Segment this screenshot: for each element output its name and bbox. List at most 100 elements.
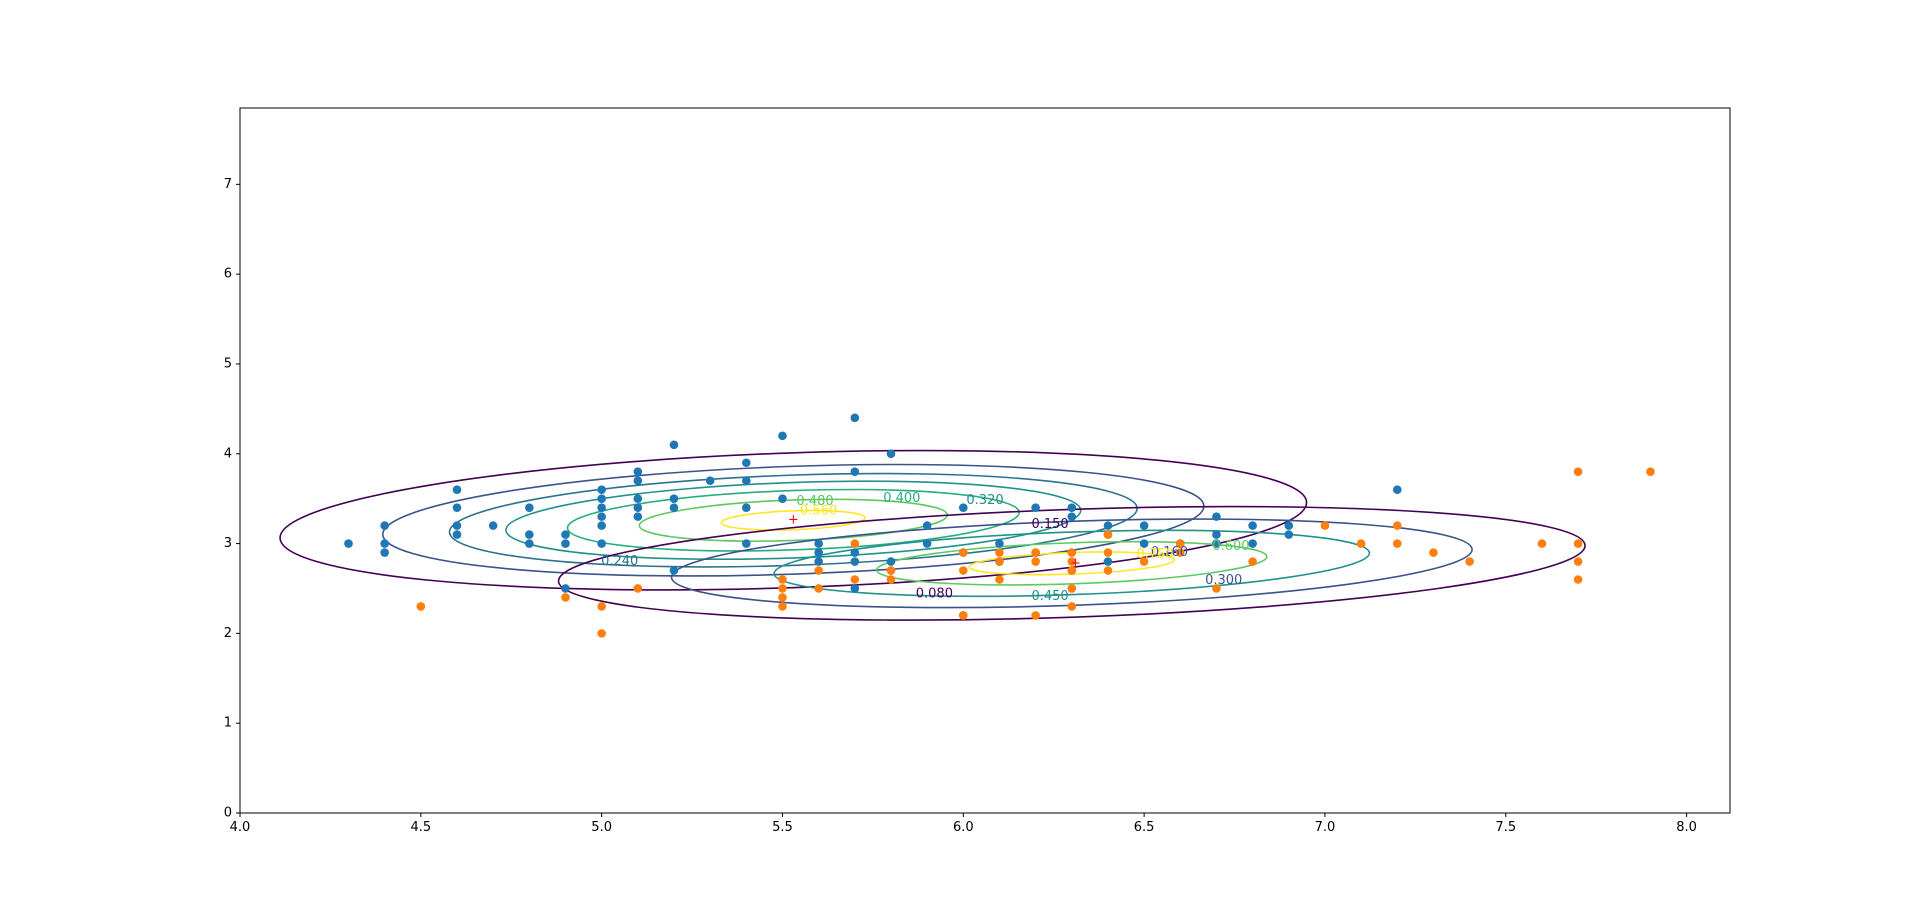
data-point-1 [1103,557,1113,566]
data-point-2 [597,629,606,638]
data-point-2 [1646,467,1655,477]
y-tick-label: 0 [224,806,232,821]
data-point-2 [416,602,426,611]
x-tick-label: 5.5 [772,820,793,835]
data-point-1 [633,476,643,486]
y-axis: 0 1 2 3 4 5 6 7 [224,177,240,821]
data-point-2 [850,575,860,584]
data-point-2 [1067,602,1077,611]
data-point-1 [850,548,860,557]
data-point-1 [633,494,643,503]
data-point-1 [742,539,751,548]
data-point-1 [995,539,1004,548]
data-point-2 [1031,557,1040,566]
data-point-1 [452,530,462,539]
data-point-2 [1573,557,1583,566]
x-tick-label: 8.0 [1676,820,1697,835]
x-axis: 4.0 4.5 5.0 5.5 6.0 6.5 7.0 7.5 8.0 [230,813,1697,835]
data-point-2 [886,575,896,584]
data-point-2 [959,548,968,557]
data-point-1 [814,557,823,566]
x-tick-label: 7.5 [1495,820,1516,835]
data-point-1 [597,503,606,512]
data-point-2 [633,584,643,593]
data-point-1 [1103,521,1113,530]
data-point-1 [1248,539,1257,548]
data-point-1 [1392,485,1402,494]
data-point-1 [1284,530,1294,539]
data-point-1 [886,449,896,459]
y-tick-label: 5 [224,356,232,371]
x-tick-label: 7.0 [1315,820,1336,835]
contour-label-0.750: 0.750 [1136,547,1173,562]
data-point-1 [597,485,606,494]
x-tick-label: 6.5 [1134,820,1155,835]
data-point-1 [344,539,353,548]
data-point-2 [1392,521,1402,530]
data-point-2 [1392,539,1402,548]
data-point-1 [959,503,968,512]
contour-label-0.300: 0.300 [1205,573,1242,588]
data-point-2 [959,566,968,575]
data-point-1 [669,440,679,450]
data-point-1 [525,503,534,512]
data-point-1 [525,530,534,539]
data-point-1 [669,494,679,503]
data-point-1 [633,503,643,512]
data-point-1 [669,503,679,512]
data-point-1 [597,521,606,530]
data-point-1 [380,539,389,548]
data-point-2 [995,575,1004,584]
data-point-2 [1465,557,1474,566]
data-point-1 [922,521,932,530]
data-point-1 [1067,503,1077,512]
data-point-1 [742,476,751,486]
contour-line-1-0.400 [566,488,1020,552]
center-marker-2: + [1070,556,1081,571]
data-point-2 [1031,611,1040,620]
contour-label-0.150: 0.150 [1031,517,1068,532]
data-point-1 [1284,521,1294,530]
data-point-1 [922,539,932,548]
data-point-1 [1031,503,1040,512]
data-point-2 [1103,530,1113,539]
contour-line-2-0.450 [773,529,1371,598]
contour-label-0.160: 0.160 [1151,545,1188,560]
data-point-1 [1212,512,1221,521]
data-point-1 [561,530,570,539]
data-point-1 [633,512,643,521]
scatter-points [344,413,1655,638]
data-point-2 [1175,539,1185,548]
data-point-2 [1103,548,1113,557]
plot-frame [239,107,1731,814]
data-point-1 [452,521,462,530]
data-point-1 [778,431,787,441]
data-point-2 [561,593,570,602]
y-tick-label: 2 [224,626,232,641]
center-markers: ++ [788,513,1081,571]
contour-label-0.320: 0.320 [966,493,1003,508]
data-point-1 [380,521,389,530]
data-point-1 [742,458,751,468]
data-point-2 [1320,521,1330,530]
data-point-2 [778,584,787,593]
data-point-2 [1212,584,1221,593]
y-tick-label: 3 [224,536,232,551]
data-point-1 [633,467,643,477]
data-point-1 [1139,539,1149,548]
contour-line-2-0.600 [875,540,1268,586]
data-point-2 [1067,566,1077,575]
data-point-2 [1067,557,1077,566]
data-point-1 [850,584,860,593]
data-point-1 [814,548,823,557]
x-tick-label: 4.5 [410,820,431,835]
data-point-1 [1212,530,1221,539]
data-point-1 [452,485,462,494]
data-point-1 [814,539,823,548]
data-point-2 [1537,539,1547,548]
data-point-1 [705,476,715,486]
data-point-1 [1248,521,1257,530]
data-point-1 [850,413,860,423]
